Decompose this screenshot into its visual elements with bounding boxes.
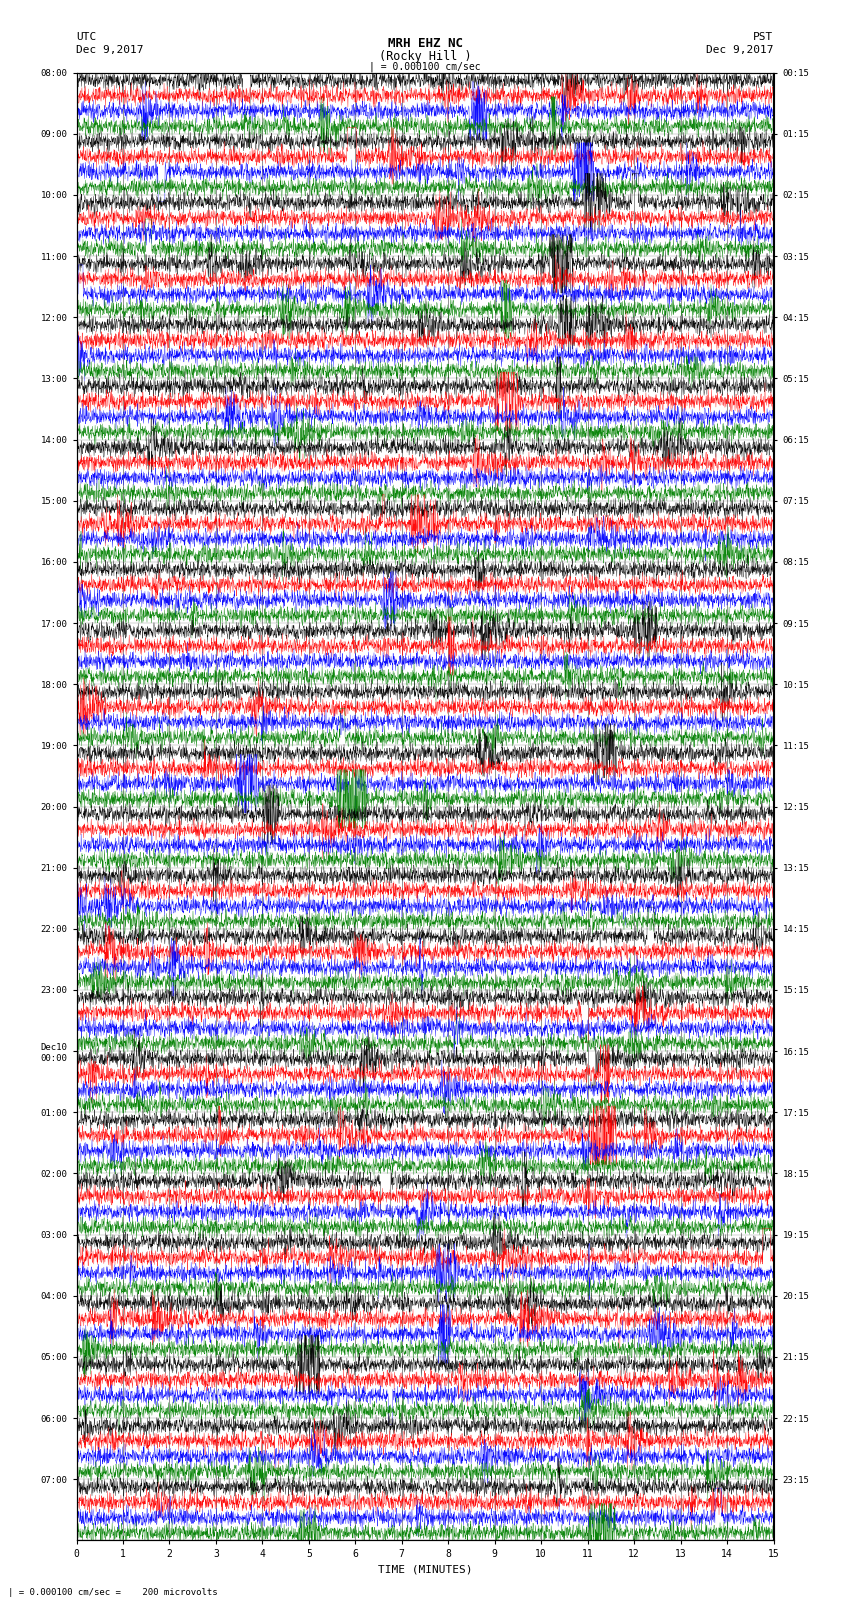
Text: UTC: UTC: [76, 32, 97, 42]
Text: | = 0.000100 cm/sec =    200 microvolts: | = 0.000100 cm/sec = 200 microvolts: [8, 1587, 218, 1597]
Text: Dec 9,2017: Dec 9,2017: [706, 45, 774, 55]
Text: (Rocky Hill ): (Rocky Hill ): [379, 50, 471, 63]
Text: MRH EHZ NC: MRH EHZ NC: [388, 37, 462, 50]
Text: | = 0.000100 cm/sec: | = 0.000100 cm/sec: [369, 61, 481, 73]
Text: Dec 9,2017: Dec 9,2017: [76, 45, 144, 55]
X-axis label: TIME (MINUTES): TIME (MINUTES): [377, 1565, 473, 1574]
Text: PST: PST: [753, 32, 774, 42]
